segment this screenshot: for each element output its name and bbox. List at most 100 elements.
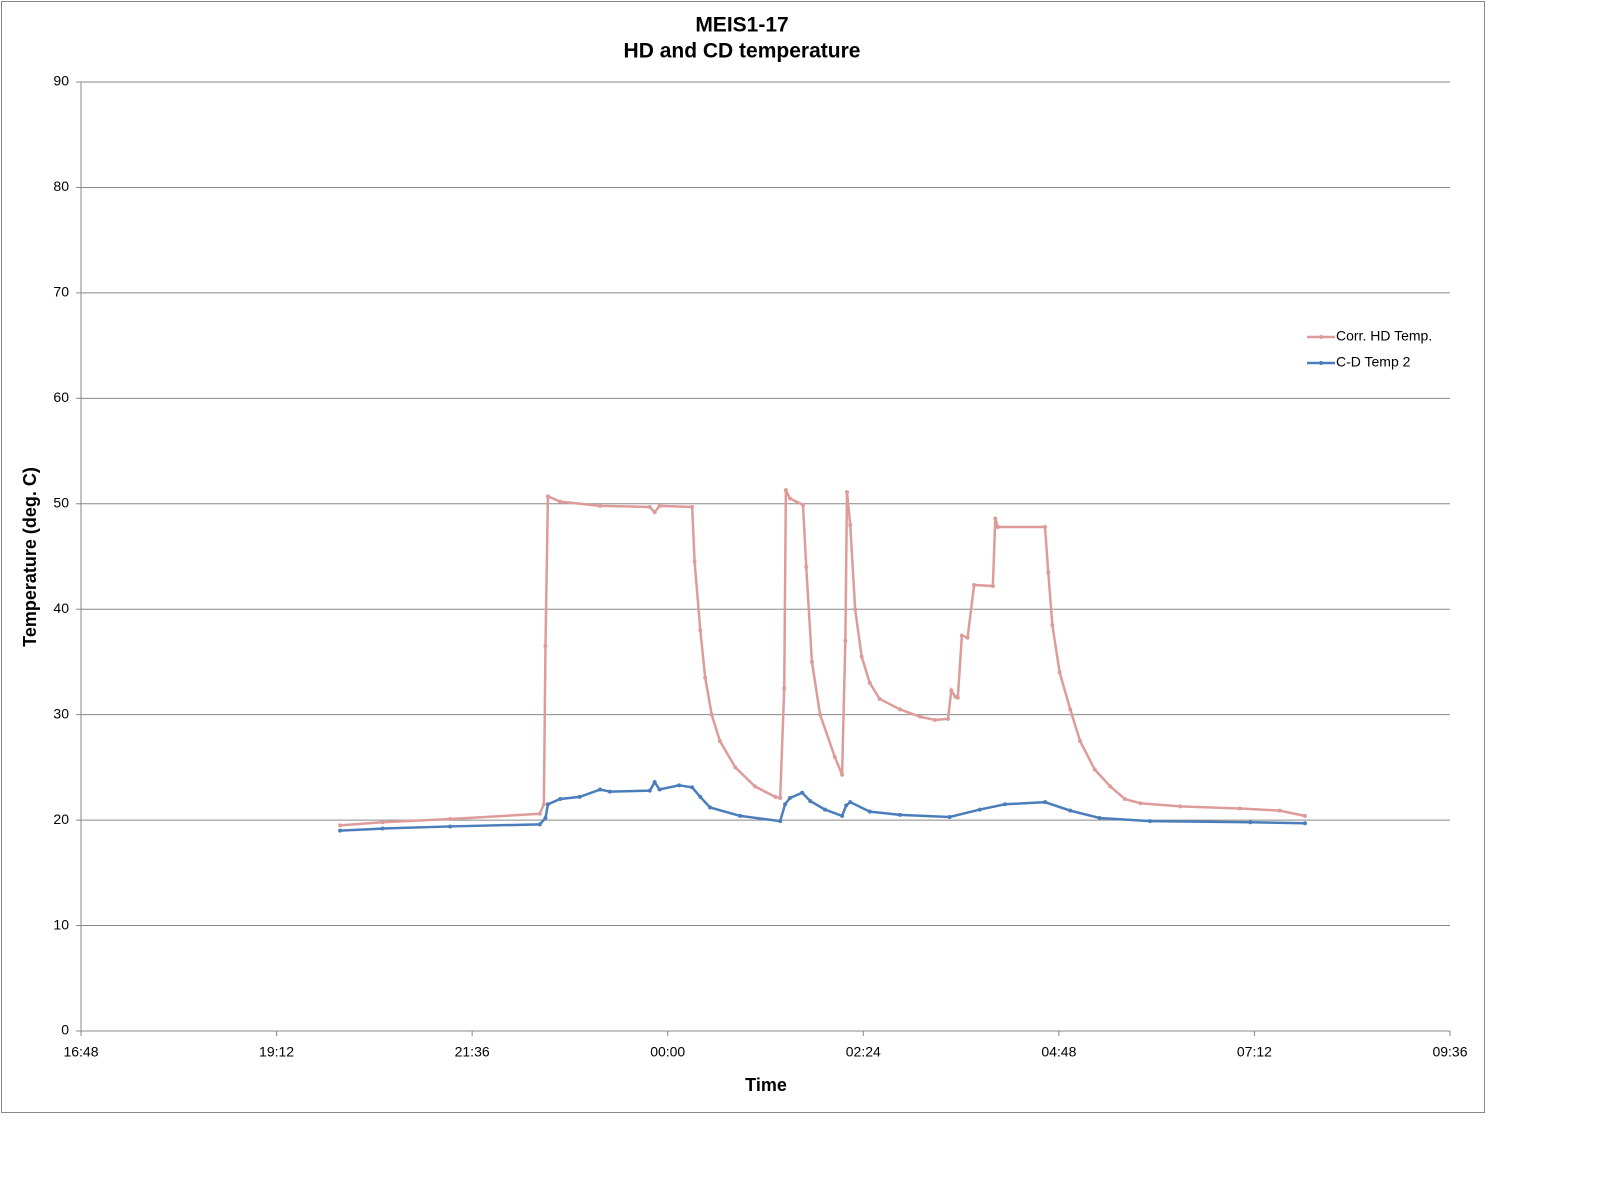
data-point bbox=[1302, 813, 1307, 818]
data-point bbox=[1068, 707, 1073, 712]
y-tick-label: 40 bbox=[53, 600, 69, 616]
data-point bbox=[708, 805, 713, 810]
data-point bbox=[778, 819, 783, 824]
data-point bbox=[773, 794, 778, 799]
data-point bbox=[338, 828, 343, 833]
legend-label: Corr. HD Temp. bbox=[1336, 328, 1432, 344]
data-point bbox=[698, 628, 703, 633]
x-tick-label: 19:12 bbox=[259, 1044, 294, 1060]
data-point bbox=[1148, 819, 1153, 824]
data-point bbox=[1277, 808, 1282, 813]
data-point bbox=[703, 675, 708, 680]
y-tick-label: 60 bbox=[53, 389, 69, 405]
data-point bbox=[733, 765, 738, 770]
data-point bbox=[1138, 801, 1143, 806]
data-point bbox=[859, 654, 864, 659]
data-point bbox=[752, 784, 757, 789]
data-point bbox=[1122, 797, 1127, 802]
data-point bbox=[692, 559, 697, 564]
legend-marker bbox=[1319, 335, 1323, 339]
data-point bbox=[657, 503, 662, 508]
y-tick-label: 20 bbox=[53, 811, 69, 827]
data-point bbox=[822, 807, 827, 812]
data-point bbox=[1050, 623, 1055, 628]
data-point bbox=[840, 772, 845, 777]
data-point bbox=[545, 494, 550, 499]
data-point bbox=[965, 635, 970, 640]
x-tick-label: 21:36 bbox=[455, 1044, 490, 1060]
data-point bbox=[782, 686, 787, 691]
data-point bbox=[1046, 570, 1051, 575]
series-line bbox=[340, 779, 1305, 832]
data-point bbox=[537, 811, 542, 816]
data-point bbox=[972, 582, 977, 587]
data-point bbox=[738, 813, 743, 818]
data-point bbox=[698, 794, 703, 799]
data-point bbox=[840, 813, 845, 818]
y-tick-label: 10 bbox=[53, 916, 69, 932]
data-point bbox=[959, 633, 964, 638]
x-tick-label: 16:48 bbox=[63, 1044, 98, 1060]
data-point bbox=[977, 807, 982, 812]
y-tick-label: 80 bbox=[53, 178, 69, 194]
data-point bbox=[338, 823, 343, 828]
data-point bbox=[808, 799, 813, 804]
data-point bbox=[918, 714, 923, 719]
data-point bbox=[844, 490, 849, 495]
data-point bbox=[677, 783, 682, 788]
x-tick-label: 04:48 bbox=[1041, 1044, 1076, 1060]
y-tick-label: 30 bbox=[53, 705, 69, 721]
data-point bbox=[848, 800, 853, 805]
data-point bbox=[800, 790, 805, 795]
legend-label: C-D Temp 2 bbox=[1336, 354, 1411, 370]
y-axis-title: Temperature (deg. C) bbox=[20, 467, 40, 647]
data-point bbox=[832, 754, 837, 759]
data-point bbox=[787, 795, 792, 800]
chart-subtitle: HD and CD temperature bbox=[624, 40, 861, 63]
data-point bbox=[709, 712, 714, 717]
data-point bbox=[787, 496, 792, 501]
data-point bbox=[853, 607, 858, 612]
data-point bbox=[577, 794, 582, 799]
data-point bbox=[809, 659, 814, 664]
data-point bbox=[607, 789, 612, 794]
data-point bbox=[877, 696, 882, 701]
data-point bbox=[537, 822, 542, 827]
data-point bbox=[1178, 804, 1183, 809]
data-point bbox=[867, 809, 872, 814]
data-point bbox=[778, 795, 783, 800]
data-point bbox=[1057, 670, 1062, 675]
data-point bbox=[652, 510, 657, 515]
data-point bbox=[949, 688, 954, 693]
data-point bbox=[652, 780, 657, 785]
data-point bbox=[932, 717, 937, 722]
data-point bbox=[543, 644, 548, 649]
data-point bbox=[947, 814, 952, 819]
data-point bbox=[690, 785, 695, 790]
data-point bbox=[657, 787, 662, 792]
data-point bbox=[1043, 524, 1048, 529]
data-point bbox=[993, 516, 998, 521]
data-point bbox=[448, 817, 453, 822]
data-point bbox=[690, 504, 695, 509]
data-point bbox=[995, 524, 1000, 529]
y-tick-label: 90 bbox=[53, 73, 69, 89]
data-point bbox=[1068, 808, 1073, 813]
chart-title: MEIS1-17 bbox=[695, 14, 788, 37]
data-point bbox=[380, 820, 385, 825]
x-tick-label: 02:24 bbox=[846, 1044, 881, 1060]
data-point bbox=[848, 522, 853, 527]
data-point bbox=[380, 826, 385, 831]
data-point bbox=[1097, 816, 1102, 821]
data-point bbox=[897, 707, 902, 712]
y-tick-label: 70 bbox=[53, 284, 69, 300]
data-point bbox=[990, 584, 995, 589]
y-tick-label: 50 bbox=[53, 494, 69, 510]
data-point bbox=[1092, 767, 1097, 772]
data-point bbox=[867, 681, 872, 686]
data-point bbox=[717, 739, 722, 744]
data-point bbox=[1108, 784, 1113, 789]
data-point bbox=[543, 816, 548, 821]
data-point bbox=[1237, 806, 1242, 811]
